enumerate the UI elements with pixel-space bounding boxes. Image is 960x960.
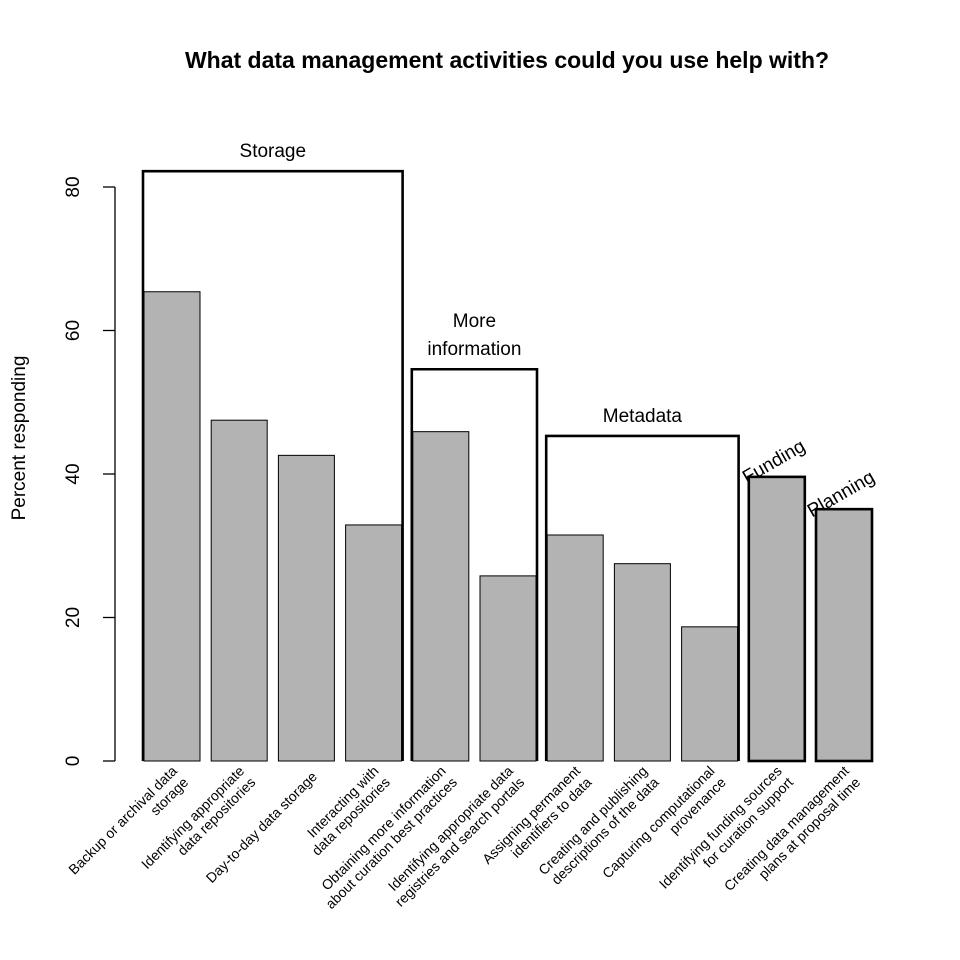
group-box bbox=[141, 169, 404, 761]
x-tick-labels: Backup or archival datastorageIdentifyin… bbox=[65, 763, 863, 912]
bar bbox=[814, 507, 874, 763]
group-label: More bbox=[453, 311, 496, 332]
bars bbox=[143, 291, 874, 763]
y-tick-label: 0 bbox=[63, 756, 84, 767]
bar bbox=[613, 563, 671, 762]
bar bbox=[412, 431, 470, 762]
group-box bbox=[544, 434, 740, 761]
bar bbox=[143, 291, 201, 762]
y-axis: 0 20 40 60 80 bbox=[63, 176, 116, 767]
bar bbox=[681, 626, 739, 762]
bar bbox=[479, 575, 537, 762]
group-label: Storage bbox=[240, 141, 307, 162]
group-label: Metadata bbox=[603, 406, 683, 427]
y-tick-label: 40 bbox=[63, 463, 84, 484]
group-label: information bbox=[427, 339, 521, 360]
bar bbox=[747, 475, 807, 763]
chart-title: What data management activities could yo… bbox=[185, 47, 829, 73]
y-tick-label: 20 bbox=[63, 607, 84, 628]
x-tick-label-line: Backup or archival data bbox=[65, 763, 180, 878]
bar bbox=[277, 454, 335, 762]
bar bbox=[546, 534, 604, 762]
y-tick-label: 60 bbox=[63, 320, 84, 341]
y-tick-label: 80 bbox=[63, 176, 84, 197]
bar bbox=[210, 419, 268, 762]
group-box bbox=[410, 367, 539, 761]
bar bbox=[345, 524, 403, 762]
y-axis-label: Percent responding bbox=[9, 356, 30, 521]
